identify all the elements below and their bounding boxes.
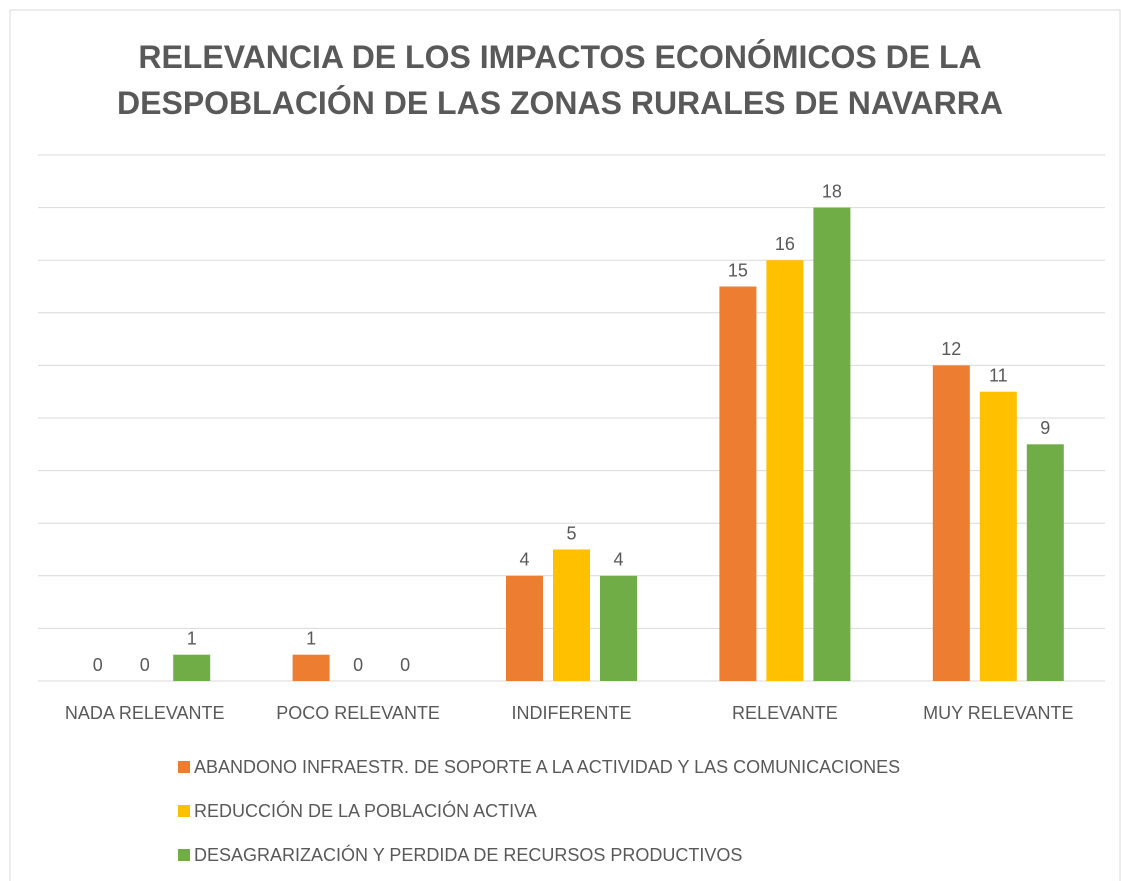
bar: [173, 654, 211, 681]
chart-title: RELEVANCIA DE LOS IMPACTOS ECONÓMICOS DE…: [117, 39, 1003, 121]
x-tick-label: INDIFERENTE: [511, 703, 631, 723]
bar: [813, 207, 851, 681]
data-label: 4: [613, 550, 623, 570]
data-label: 16: [775, 234, 795, 254]
x-tick-label: MUY RELEVANTE: [923, 703, 1073, 723]
data-label: 0: [93, 655, 103, 675]
bar: [1026, 444, 1064, 681]
x-tick-label: RELEVANTE: [732, 703, 838, 723]
bar: [766, 260, 804, 681]
x-tick-label: NADA RELEVANTE: [65, 703, 225, 723]
legend-swatch: [178, 761, 190, 773]
legend-label: REDUCCIÓN DE LA POBLACIÓN ACTIVA: [194, 800, 537, 821]
data-label: 11: [989, 365, 1008, 385]
legend-label: DESAGRARIZACIÓN Y PERDIDA DE RECURSOS PR…: [194, 844, 742, 865]
data-label: 5: [566, 523, 576, 543]
legend-swatch: [178, 849, 190, 861]
bar: [553, 549, 590, 681]
data-label: 0: [353, 655, 363, 675]
bar: [506, 575, 543, 681]
legend-swatch: [178, 805, 190, 817]
bar: [600, 575, 637, 681]
data-label: 9: [1040, 418, 1050, 438]
data-label: 4: [519, 550, 529, 570]
bar: [979, 391, 1017, 681]
legend-label: ABANDONO INFRAESTR. DE SOPORTE A LA ACTI…: [194, 757, 900, 777]
bar: [719, 286, 757, 681]
data-label: 0: [400, 655, 410, 675]
data-label: 0: [140, 655, 150, 675]
chart-border: [9, 9, 1121, 881]
data-label: 12: [941, 339, 961, 359]
bar: [292, 654, 330, 681]
data-label: 18: [822, 181, 842, 201]
data-label: 15: [728, 260, 748, 280]
data-label: 1: [306, 628, 316, 648]
bar: [932, 365, 970, 681]
x-tick-label: POCO RELEVANTE: [276, 703, 440, 723]
data-label: 1: [187, 628, 197, 648]
